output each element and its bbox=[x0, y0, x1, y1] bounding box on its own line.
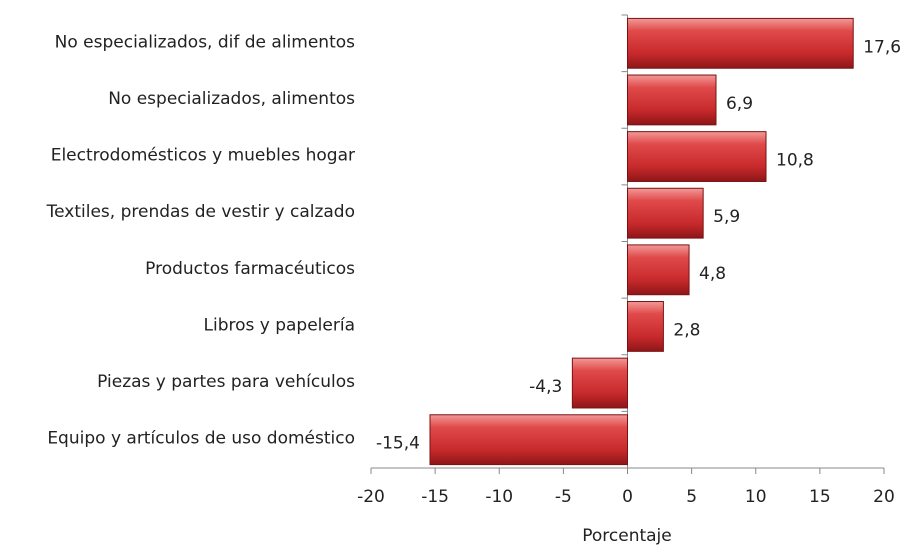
data-label: 6,9 bbox=[726, 94, 753, 114]
x-tick-label: -15 bbox=[421, 487, 449, 507]
x-axis-label: Porcentaje bbox=[582, 526, 672, 546]
x-tick-label: 0 bbox=[622, 487, 633, 507]
bar bbox=[627, 244, 690, 296]
data-label: -4,3 bbox=[529, 377, 562, 397]
bar bbox=[627, 17, 854, 69]
y-tick-label: Textiles, prendas de vestir y calzado bbox=[46, 202, 355, 222]
data-label: 10,8 bbox=[776, 151, 814, 171]
data-label: 2,8 bbox=[673, 320, 700, 340]
bar bbox=[571, 357, 628, 409]
bar bbox=[429, 414, 628, 466]
bar bbox=[627, 74, 717, 126]
x-tick-label: -20 bbox=[357, 487, 385, 507]
y-tick-label: Productos farmacéuticos bbox=[145, 259, 355, 279]
x-tick-label: 20 bbox=[873, 487, 895, 507]
data-label: 17,6 bbox=[863, 37, 901, 57]
data-label: 4,8 bbox=[699, 264, 726, 284]
x-tick-label: 15 bbox=[809, 487, 831, 507]
y-tick-label: Electrodomésticos y muebles hogar bbox=[51, 146, 355, 166]
x-tick-label: -10 bbox=[485, 487, 513, 507]
y-tick-label: Libros y papelería bbox=[204, 315, 356, 335]
x-tick-label: -5 bbox=[555, 487, 572, 507]
bar bbox=[627, 131, 767, 182]
bar bbox=[627, 187, 704, 239]
y-tick-label: Equipo y artículos de uso doméstico bbox=[47, 429, 355, 449]
data-label: 5,9 bbox=[713, 207, 740, 227]
x-tick-label: 10 bbox=[745, 487, 767, 507]
x-tick-label: 5 bbox=[686, 487, 697, 507]
bar bbox=[627, 301, 664, 352]
y-tick-label: No especializados, dif de alimentos bbox=[55, 32, 355, 52]
y-tick-label: Piezas y partes para vehículos bbox=[97, 372, 355, 392]
data-label: -15,4 bbox=[376, 434, 420, 454]
y-tick-label: No especializados, alimentos bbox=[108, 89, 355, 109]
